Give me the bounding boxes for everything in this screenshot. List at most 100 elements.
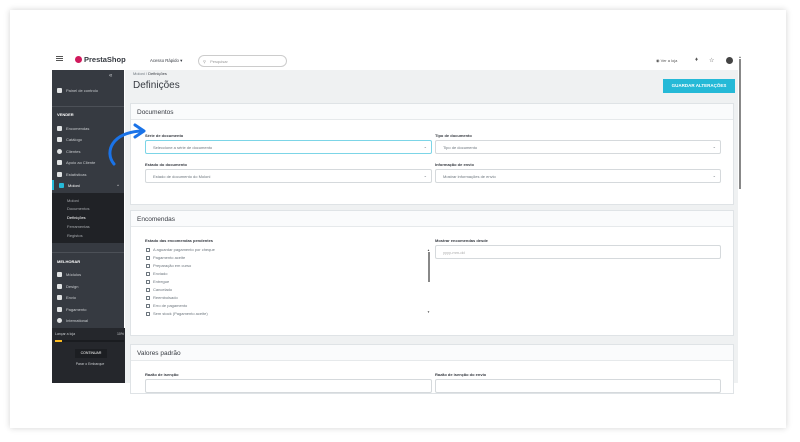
checkbox-label: Preparação em curso [153, 263, 192, 268]
checkbox-label: Cancelado [153, 287, 173, 292]
submenu-item-settings[interactable]: Definições [67, 215, 86, 220]
shipping-exemption-select[interactable] [435, 379, 721, 393]
card-icon [57, 306, 62, 312]
field-label: Mostrar encomendas desde [435, 238, 488, 243]
chevron-down-icon: ⌄ [423, 144, 427, 149]
sidebar-item-modules[interactable]: Módulos [52, 269, 124, 279]
submenu-item-moloni[interactable]: Moloni [67, 198, 79, 203]
sidebar-item-label: Moloni [68, 182, 80, 188]
user-icon[interactable] [726, 57, 733, 64]
document-type-select[interactable]: Tipo de documento ⌄ [435, 140, 721, 154]
chevron-up-icon: ^ [117, 182, 119, 188]
sidebar-item-stats[interactable]: Estatísticas [52, 169, 124, 179]
trend-icon [57, 87, 62, 93]
document-series-select[interactable]: Seleccione a série de documento ⌄ [145, 140, 432, 154]
select-value: Mostrar informações de envio [443, 174, 496, 179]
checkbox[interactable] [146, 295, 150, 300]
checkbox-label: Entregue [153, 279, 170, 284]
status-checkbox[interactable]: Pagamento aceite [146, 255, 185, 260]
card-title: Documentos [131, 104, 733, 120]
checkbox[interactable] [146, 255, 150, 260]
status-checkbox[interactable]: Erro de pagamento [146, 303, 187, 308]
onboarding-progress-bar [55, 340, 124, 342]
select-value: Seleccione a série de documento [153, 145, 213, 150]
desktop-icon [57, 283, 62, 289]
status-checkbox[interactable]: Preparação em curso [146, 263, 191, 268]
store-icon [57, 136, 62, 142]
field-label: Estado das encomendas pendentes [145, 238, 214, 243]
field-label: Série de documento [145, 133, 184, 138]
checkbox[interactable] [146, 271, 150, 276]
sidebar-item-international[interactable]: International [52, 315, 124, 325]
stop-onboarding-link[interactable]: Parar o Embarque [75, 362, 105, 366]
select-value: Estado de documento do Moloni [153, 174, 211, 179]
submenu-item-logs[interactable]: Registos [67, 233, 83, 238]
breadcrumb-moloni[interactable]: Moloni [133, 71, 145, 76]
chevron-down-icon: ⌄ [423, 173, 427, 178]
sidebar-item-catalog[interactable]: Catálogo [52, 134, 124, 144]
select-value: Tipo de documento [443, 145, 478, 150]
sidebar-item-moloni[interactable]: Moloni ^ [52, 180, 124, 190]
view-store-label: Ver a loja [660, 58, 678, 63]
divider [52, 106, 124, 107]
moloni-icon [59, 182, 64, 188]
checkbox[interactable] [146, 311, 150, 316]
orders-since-date-input[interactable]: yyyy-mm-dd [435, 245, 721, 259]
sidebar-item-label: Encomendas [66, 125, 90, 131]
menu-icon[interactable] [56, 56, 63, 61]
status-checkbox[interactable]: A aguardar pagamento por cheque [146, 247, 215, 252]
checkbox[interactable] [146, 287, 150, 292]
onboarding-percent: 10% [116, 332, 124, 336]
save-button[interactable]: GUARDAR ALTERAÇÕES [663, 79, 735, 93]
search-icon: ⚲ [203, 59, 206, 64]
section-title: MELHORAR [57, 259, 81, 264]
shipping-info-select[interactable]: Mostrar informações de envio ⌄ [435, 169, 721, 183]
defaults-card: Valores padrão Razão de isenção Razão de… [130, 344, 734, 394]
sidebar-item-payment[interactable]: Pagamento [52, 304, 124, 314]
sidebar-item-orders[interactable]: Encomendas [52, 123, 124, 133]
checkbox[interactable] [146, 247, 150, 252]
status-checkbox[interactable]: Enviado [146, 271, 167, 276]
search-placeholder: Pesquisar [210, 59, 228, 64]
checkbox[interactable] [146, 263, 150, 268]
bell-icon[interactable]: ♦ [695, 57, 699, 63]
prestashop-logo-icon [75, 56, 82, 63]
trophy-icon[interactable]: ☆ [709, 58, 715, 64]
status-checkbox[interactable]: Cancelado [146, 287, 172, 292]
page-scrollbar[interactable]: ▲ [738, 55, 742, 383]
status-checkbox[interactable]: Reembolsado [146, 295, 178, 300]
view-store-link[interactable]: ◉ Ver a loja [656, 58, 677, 63]
field-label: Estado do documento [145, 162, 187, 167]
sidebar-item-shipping[interactable]: Envio [52, 292, 124, 302]
exemption-select[interactable] [145, 379, 432, 393]
sidebar-item-label: Módulos [66, 271, 82, 277]
checkbox[interactable] [146, 279, 150, 284]
sidebar-item-design[interactable]: Design [52, 281, 124, 291]
sidebar-item-dashboard[interactable]: Painel de controlo [52, 85, 124, 95]
quick-access-dropdown[interactable]: Acesso Rápido ▾ [150, 58, 183, 63]
collapse-sidebar-icon[interactable]: « [109, 73, 113, 79]
submenu-item-tools[interactable]: Ferramentas [67, 224, 90, 229]
checkbox[interactable] [146, 303, 150, 308]
logo[interactable]: PrestaShop [84, 55, 126, 64]
truck-icon [57, 294, 62, 300]
orders-card: Encomendas Estado das encomendas pendent… [130, 210, 734, 336]
page-title: Definições [133, 80, 180, 91]
sidebar-item-support[interactable]: Apoio ao Cliente [52, 157, 124, 167]
submenu-item-documents[interactable]: Documentos [67, 206, 90, 211]
arrow-annotation-icon [108, 123, 146, 166]
checkbox-label: Erro de pagamento [153, 303, 188, 308]
pending-status-list[interactable]: A aguardar pagamento por cheque Pagamento… [131, 247, 431, 318]
document-status-select[interactable]: Estado de documento do Moloni ⌄ [145, 169, 432, 183]
chat-icon [57, 159, 62, 165]
list-scrollbar[interactable]: ▲ ▼ [427, 248, 430, 314]
field-label: Razão de isenção [145, 372, 179, 377]
status-checkbox[interactable]: Entregue [146, 279, 169, 284]
onboarding-progress-fill [55, 340, 62, 342]
chevron-down-icon: ⌄ [712, 173, 716, 178]
sidebar-item-customers[interactable]: Clientes [52, 146, 124, 156]
sidebar-item-label: Painel de controlo [66, 87, 99, 93]
continue-button[interactable]: CONTINUAR [75, 349, 107, 358]
status-checkbox[interactable]: Sem stock (Pagamento aceite) [146, 311, 208, 316]
search-input[interactable]: ⚲ Pesquisar [198, 55, 287, 67]
